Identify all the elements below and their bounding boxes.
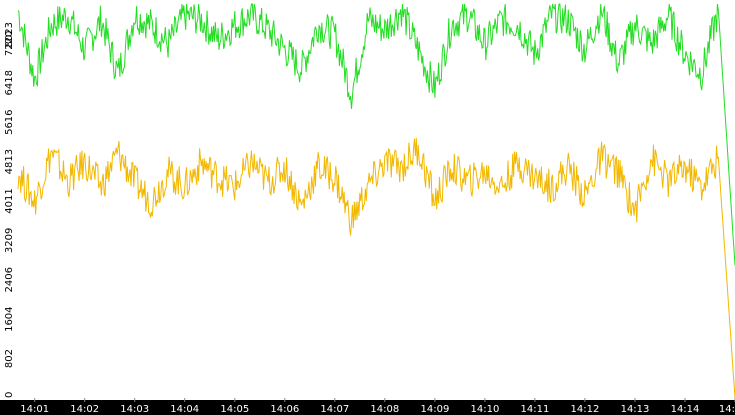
y-tick-label: 8023 [4, 22, 15, 47]
x-axis-ticks: 14:01 14:02 14:03 14:04 14:05 14:06 14:07 14:08… [20, 398, 735, 415]
x-tick-label: 14:01 [20, 404, 49, 415]
y-tick-label: 4011 [4, 188, 15, 213]
y-tick-label: 7220 [4, 31, 15, 56]
x-tick-label: 14:07 [320, 404, 349, 415]
series-line-1 [17, 3, 735, 266]
x-tick-label: 14:05 [220, 404, 249, 415]
x-tick-label: 14:08 [370, 404, 399, 415]
y-tick-label: 3209 [4, 228, 15, 253]
series-layer [17, 3, 735, 399]
x-tick-label: 14:09 [420, 404, 449, 415]
x-tick-label: 14:02 [70, 404, 99, 415]
x-tick-label: 14:03 [120, 404, 149, 415]
y-tick-label: 802 [4, 349, 15, 368]
x-tick-label: 14:14 [671, 404, 700, 415]
y-tick-label: 4813 [4, 149, 15, 174]
y-tick-label: 1604 [4, 306, 15, 331]
x-tick-label: 14:11 [520, 404, 549, 415]
series-line-2 [17, 137, 735, 399]
y-tick-label: 2406 [4, 267, 15, 292]
y-tick-label: 0 [4, 392, 15, 398]
y-tick-label: 5616 [4, 109, 15, 134]
x-tick-label: 14:12 [570, 404, 599, 415]
x-axis-band [0, 400, 735, 415]
x-tick-label: 14:10 [470, 404, 499, 415]
x-tick-label: 14: [719, 404, 735, 415]
x-tick-label: 14:04 [170, 404, 199, 415]
x-tick-label: 14:13 [621, 404, 650, 415]
x-tick-label: 14:06 [270, 404, 299, 415]
y-tick-label: 6418 [4, 70, 15, 95]
